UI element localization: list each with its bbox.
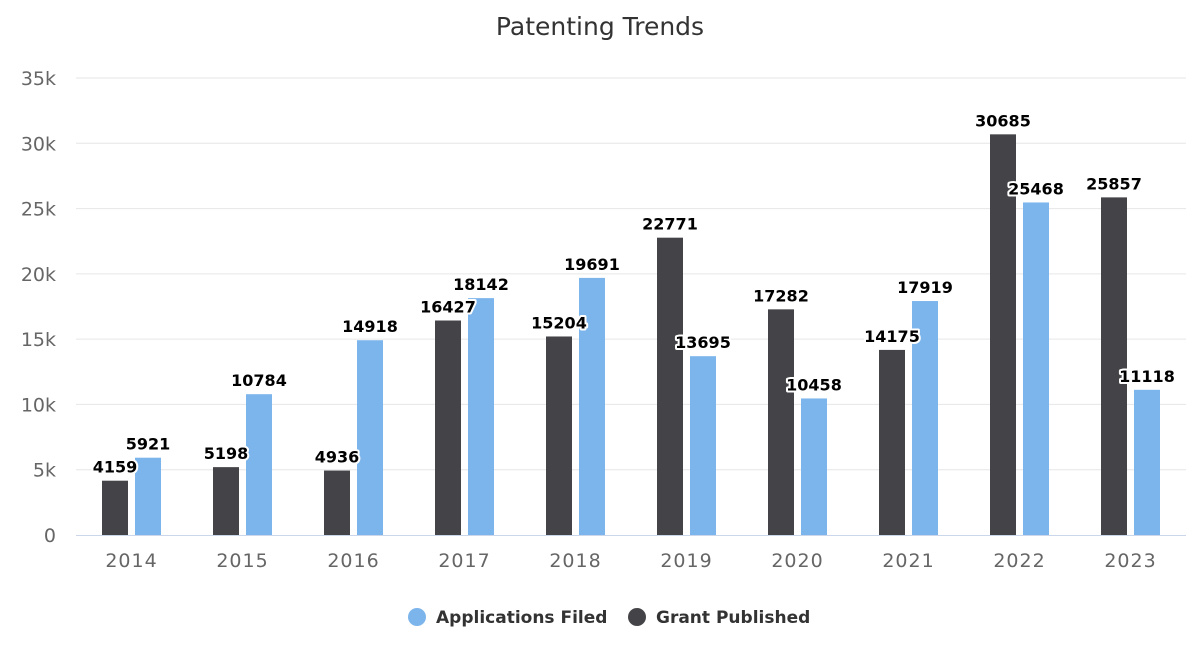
x-tick-label: 2017 bbox=[438, 550, 490, 572]
data-label: 25857 bbox=[1086, 174, 1142, 193]
bar-grant-published[interactable] bbox=[213, 467, 239, 535]
x-tick-label: 2014 bbox=[105, 550, 157, 572]
bar-grant-published[interactable] bbox=[879, 349, 905, 535]
data-label: 10784 bbox=[231, 371, 287, 390]
y-tick-label: 25k bbox=[21, 199, 56, 221]
y-tick-label: 15k bbox=[21, 329, 56, 351]
x-tick-label: 2018 bbox=[549, 550, 601, 572]
data-label: 14918 bbox=[342, 317, 398, 336]
legend-label: Grant Published bbox=[656, 608, 810, 628]
bar-applications-filed[interactable] bbox=[801, 398, 827, 535]
legend-label: Applications Filed bbox=[436, 608, 607, 628]
bar-grant-published[interactable] bbox=[435, 320, 461, 535]
bar-grant-published[interactable] bbox=[102, 480, 128, 535]
data-label: 30685 bbox=[975, 111, 1031, 130]
data-label: 18142 bbox=[453, 275, 509, 294]
bar-applications-filed[interactable] bbox=[1023, 202, 1049, 535]
data-label: 19691 bbox=[564, 255, 620, 274]
data-label: 16427 bbox=[420, 298, 476, 317]
data-label: 4936 bbox=[315, 448, 360, 467]
y-tick-label: 30k bbox=[21, 133, 56, 155]
data-label: 17282 bbox=[753, 286, 809, 305]
x-tick-label: 2019 bbox=[660, 550, 712, 572]
data-label: 5921 bbox=[126, 435, 171, 454]
legend[interactable]: Applications Filed Grant Published bbox=[408, 608, 810, 628]
y-tick-label: 5k bbox=[33, 460, 56, 482]
bar-grant-published[interactable] bbox=[546, 336, 572, 535]
legend-item-grant-published[interactable]: Grant Published bbox=[628, 608, 810, 628]
bar-applications-filed[interactable] bbox=[135, 457, 161, 535]
bar-grant-published[interactable] bbox=[768, 309, 794, 535]
bar-grant-published[interactable] bbox=[1101, 197, 1127, 535]
x-axis-ticks: 2014 2015 2016 2017 2018 2019 2020 2021 2022 2023 bbox=[105, 550, 1156, 572]
bar-applications-filed[interactable] bbox=[579, 277, 605, 535]
bar-grant-published[interactable] bbox=[990, 134, 1016, 536]
y-tick-label: 35k bbox=[21, 68, 56, 90]
x-tick-label: 2016 bbox=[327, 550, 379, 572]
legend-marker-icon bbox=[408, 608, 426, 626]
y-tick-label: 20k bbox=[21, 264, 56, 286]
gridlines bbox=[76, 77, 1186, 536]
bar-grant-published[interactable] bbox=[657, 237, 683, 536]
data-label: 25468 bbox=[1008, 179, 1064, 198]
bar-applications-filed[interactable] bbox=[246, 394, 272, 535]
data-label: 14175 bbox=[864, 327, 920, 346]
data-label: 22771 bbox=[642, 215, 698, 234]
x-tick-label: 2023 bbox=[1104, 550, 1156, 572]
bar-applications-filed[interactable] bbox=[468, 298, 494, 535]
bar-applications-filed[interactable] bbox=[357, 340, 383, 535]
legend-item-applications-filed[interactable]: Applications Filed bbox=[408, 608, 607, 628]
data-label: 4159 bbox=[93, 458, 138, 477]
data-label: 10458 bbox=[786, 375, 842, 394]
y-tick-label: 0 bbox=[44, 525, 56, 547]
legend-marker-icon bbox=[628, 608, 646, 626]
data-label: 11118 bbox=[1119, 367, 1175, 386]
x-tick-label: 2020 bbox=[771, 550, 823, 572]
bars bbox=[102, 134, 1160, 536]
data-labels: 4159 5921 5198 10784 4936 14918 16427 18142 1520… bbox=[91, 109, 1177, 478]
x-tick-label: 2021 bbox=[882, 550, 934, 572]
bar-grant-published[interactable] bbox=[324, 470, 350, 535]
data-label: 5198 bbox=[204, 444, 249, 463]
data-label: 17919 bbox=[897, 278, 953, 297]
y-tick-label: 10k bbox=[21, 394, 56, 416]
data-label: 13695 bbox=[675, 333, 731, 352]
chart-title: Patenting Trends bbox=[496, 12, 704, 41]
x-tick-label: 2015 bbox=[216, 550, 268, 572]
data-label: 15204 bbox=[531, 313, 587, 332]
bar-applications-filed[interactable] bbox=[690, 356, 716, 535]
y-axis-ticks: 0 5k 10k 15k 20k 25k 30k 35k bbox=[21, 68, 56, 547]
x-tick-label: 2022 bbox=[993, 550, 1045, 572]
bar-applications-filed[interactable] bbox=[912, 301, 938, 535]
bar-applications-filed[interactable] bbox=[1134, 389, 1160, 535]
